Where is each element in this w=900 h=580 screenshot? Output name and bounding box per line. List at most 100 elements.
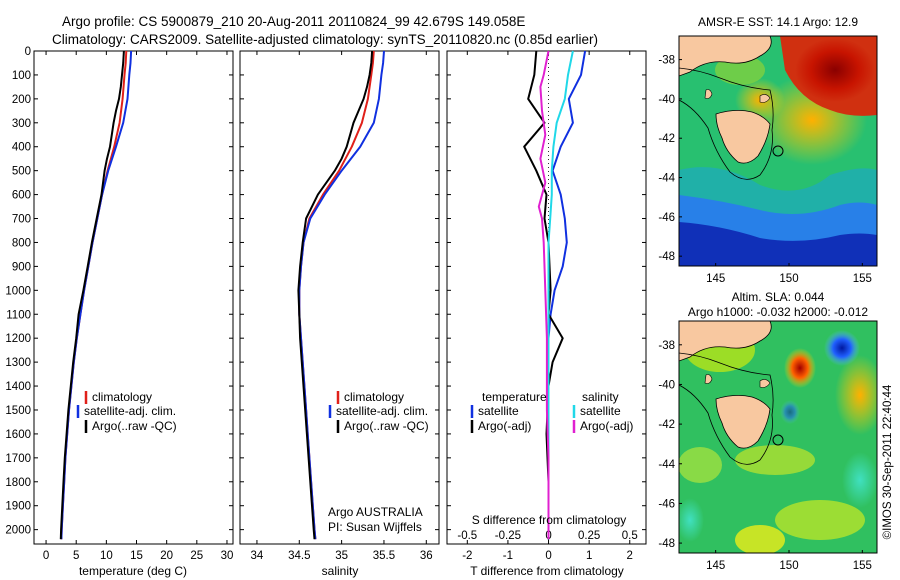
legend-label: satellite bbox=[580, 404, 621, 418]
sst-map-axes: 145 150 155 -38 -40 -42 -44 -46 -48 bbox=[658, 55, 872, 285]
temperature-climatology-line bbox=[60, 50, 128, 540]
depth-contour bbox=[679, 67, 774, 180]
y-tick-label: 700 bbox=[12, 214, 31, 226]
temperature-legend: climatology satellite-adj. clim. Argo(..… bbox=[76, 390, 177, 433]
sla-patch bbox=[679, 447, 722, 483]
pi-label: PI: Susan Wijffels bbox=[328, 520, 422, 534]
x-tick-label: 30 bbox=[221, 550, 234, 562]
legend-label: Argo(..raw -QC) bbox=[344, 419, 429, 433]
map-x-tick-label: 150 bbox=[779, 560, 798, 572]
x2-tick-label: -0.25 bbox=[495, 530, 521, 542]
header-line-2: Climatology: CARS2009. Satellite-adjuste… bbox=[52, 32, 598, 47]
profile-lines bbox=[59, 50, 587, 540]
sla-high-eddy bbox=[784, 348, 816, 388]
x-tick-label: 15 bbox=[130, 550, 143, 562]
x-tick-label: 35 bbox=[335, 550, 348, 562]
legend-label: satellite-adj. clim. bbox=[336, 404, 428, 418]
y-tick-label: 200 bbox=[12, 94, 31, 106]
axes-layer: 0100200300400500600700800900100011001200… bbox=[5, 46, 646, 562]
sst-map-title: AMSR-E SST: 14.1 Argo: 12.9 bbox=[698, 15, 858, 29]
legend-label: Argo(-adj) bbox=[478, 419, 531, 433]
x-tick-label: 34 bbox=[251, 550, 264, 562]
y-tick-label: 0 bbox=[25, 46, 31, 58]
y-tick-label: 100 bbox=[12, 70, 31, 82]
map-x-tick-label: 155 bbox=[853, 560, 872, 572]
y-tick-label: 1500 bbox=[5, 405, 31, 417]
legend-label: satellite bbox=[478, 404, 519, 418]
float-marker bbox=[772, 145, 784, 157]
map-x-tick-label: 145 bbox=[706, 273, 725, 285]
sla-map-title-2: Argo h1000: -0.032 h2000: -0.012 bbox=[688, 305, 868, 319]
temperature-xlabel: temperature (deg C) bbox=[79, 564, 187, 578]
legend-label: satellite-adj. clim. bbox=[84, 404, 176, 418]
y-tick-label: 2000 bbox=[5, 525, 31, 537]
x-tick-label: -1 bbox=[503, 550, 513, 562]
x-tick-label: 0 bbox=[545, 550, 551, 562]
legend-label: Argo(..raw -QC) bbox=[92, 419, 177, 433]
legend-label: climatology bbox=[344, 390, 404, 404]
sla-map bbox=[679, 321, 877, 553]
sla-patch bbox=[735, 525, 785, 553]
legend-label: climatology bbox=[92, 390, 152, 404]
salinity-argo-raw-qc--line bbox=[297, 50, 374, 540]
y-tick-label: 600 bbox=[12, 190, 31, 202]
sla-patch bbox=[842, 452, 877, 508]
sla-low-eddy bbox=[824, 330, 860, 366]
x-tick-label: 2 bbox=[627, 550, 633, 562]
y-tick-label: 1600 bbox=[5, 429, 31, 441]
x-tick-label: 25 bbox=[190, 550, 203, 562]
y-tick-label: 1900 bbox=[5, 501, 31, 513]
map-x-tick-label: 150 bbox=[779, 273, 798, 285]
map-y-tick-label: -46 bbox=[658, 498, 675, 510]
y-tick-label: 1000 bbox=[5, 285, 31, 297]
y-tick-label: 1200 bbox=[5, 333, 31, 345]
x-tick-label: 1 bbox=[586, 550, 592, 562]
sst-map-frame bbox=[678, 35, 878, 267]
mainland-australia bbox=[679, 36, 772, 77]
sla-patch bbox=[835, 355, 877, 435]
sst-hottest-zone bbox=[795, 38, 875, 102]
legend-title-salinity: salinity bbox=[582, 390, 619, 404]
x-tick-label: 34.5 bbox=[288, 550, 310, 562]
map-y-tick-label: -48 bbox=[658, 251, 675, 263]
x-tick-label: 35.5 bbox=[373, 550, 395, 562]
map-y-tick-label: -40 bbox=[658, 94, 675, 106]
difference-satellite-temperature-line bbox=[547, 50, 587, 540]
y-tick-label: 400 bbox=[12, 142, 31, 154]
map-y-tick-label: -44 bbox=[658, 459, 675, 471]
x-tick-label: 36 bbox=[420, 550, 433, 562]
y-tick-label: 1100 bbox=[6, 309, 31, 321]
y-tick-label: 1400 bbox=[5, 381, 31, 393]
x-tick-label: -2 bbox=[462, 550, 472, 562]
argo-australia-label: Argo AUSTRALIA bbox=[328, 505, 423, 519]
salinity-legend: climatology satellite-adj. clim. Argo(..… bbox=[328, 390, 429, 534]
flinders-island bbox=[759, 94, 771, 103]
flinders-island bbox=[759, 379, 771, 388]
difference-x2label: S difference from climatology bbox=[472, 513, 627, 527]
x2-tick-label: -0.5 bbox=[457, 530, 477, 542]
x-tick-label: 20 bbox=[160, 550, 173, 562]
map-x-tick-label: 155 bbox=[853, 273, 872, 285]
sla-low-eddy bbox=[780, 400, 800, 424]
tasmania bbox=[715, 395, 771, 449]
map-x-tick-label: 145 bbox=[706, 560, 725, 572]
y-tick-label: 900 bbox=[12, 261, 31, 273]
difference-xlabel: T difference from climatology bbox=[470, 564, 624, 578]
x-tick-label: 5 bbox=[73, 550, 79, 562]
sla-map-axes: 145 150 155 -38 -40 -42 -44 -46 -48 bbox=[658, 340, 872, 572]
sla-patch bbox=[775, 500, 865, 540]
depth-contour bbox=[679, 352, 774, 465]
tasmania bbox=[715, 110, 771, 164]
sst-map bbox=[679, 36, 877, 266]
king-island bbox=[704, 374, 713, 384]
salinity-xlabel: salinity bbox=[322, 564, 359, 578]
x-tick-label: 10 bbox=[100, 550, 113, 562]
legend-label: Argo(-adj) bbox=[580, 419, 633, 433]
sla-map-title-1: Altim. SLA: 0.044 bbox=[732, 290, 825, 304]
map-y-tick-label: -44 bbox=[658, 173, 675, 185]
sst-coldest-band bbox=[679, 222, 877, 266]
salinity-panel bbox=[239, 50, 440, 545]
salinity-satellite-adj-clim--line bbox=[298, 50, 385, 540]
mainland-australia bbox=[679, 321, 772, 362]
